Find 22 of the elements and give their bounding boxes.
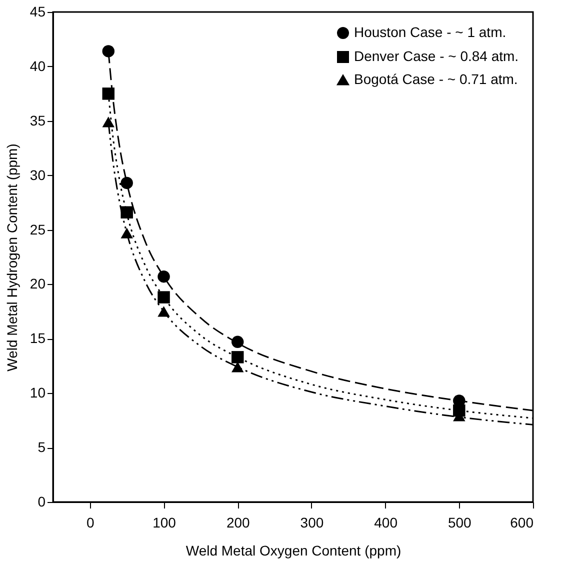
legend-label: Denver Case - ~ 0.84 atm. (354, 48, 519, 64)
y-tick-label: 40 (30, 58, 46, 74)
y-tick-label: 15 (30, 330, 46, 346)
x-tick-label: 100 (152, 514, 176, 530)
legend-label: Bogotá Case - ~ 0.71 atm. (354, 71, 518, 87)
x-tick-label: 300 (300, 514, 324, 530)
y-tick-label: 25 (30, 221, 46, 238)
x-tick-label: 0 (86, 514, 95, 530)
y-tick-label: 35 (30, 112, 46, 128)
x-tick-label: 400 (374, 514, 398, 530)
y-tick-label: 5 (38, 439, 46, 456)
legend-label: Houston Case - ~ 1 atm. (354, 24, 506, 40)
y-axis-title: Weld Metal Hydrogen Content (ppm) (4, 144, 20, 372)
x-tick-label: 200 (226, 514, 250, 530)
x-tick-label: 600 (510, 514, 534, 530)
x-axis-title: Weld Metal Oxygen Content (ppm) (186, 542, 402, 558)
y-tick-label: 45 (30, 4, 46, 20)
x-tick-label: 500 (448, 514, 472, 530)
y-tick-label: 0 (38, 494, 46, 510)
y-tick-label: 10 (30, 384, 46, 401)
y-tick-label: 30 (30, 166, 46, 183)
y-tick-label: 20 (30, 276, 46, 292)
